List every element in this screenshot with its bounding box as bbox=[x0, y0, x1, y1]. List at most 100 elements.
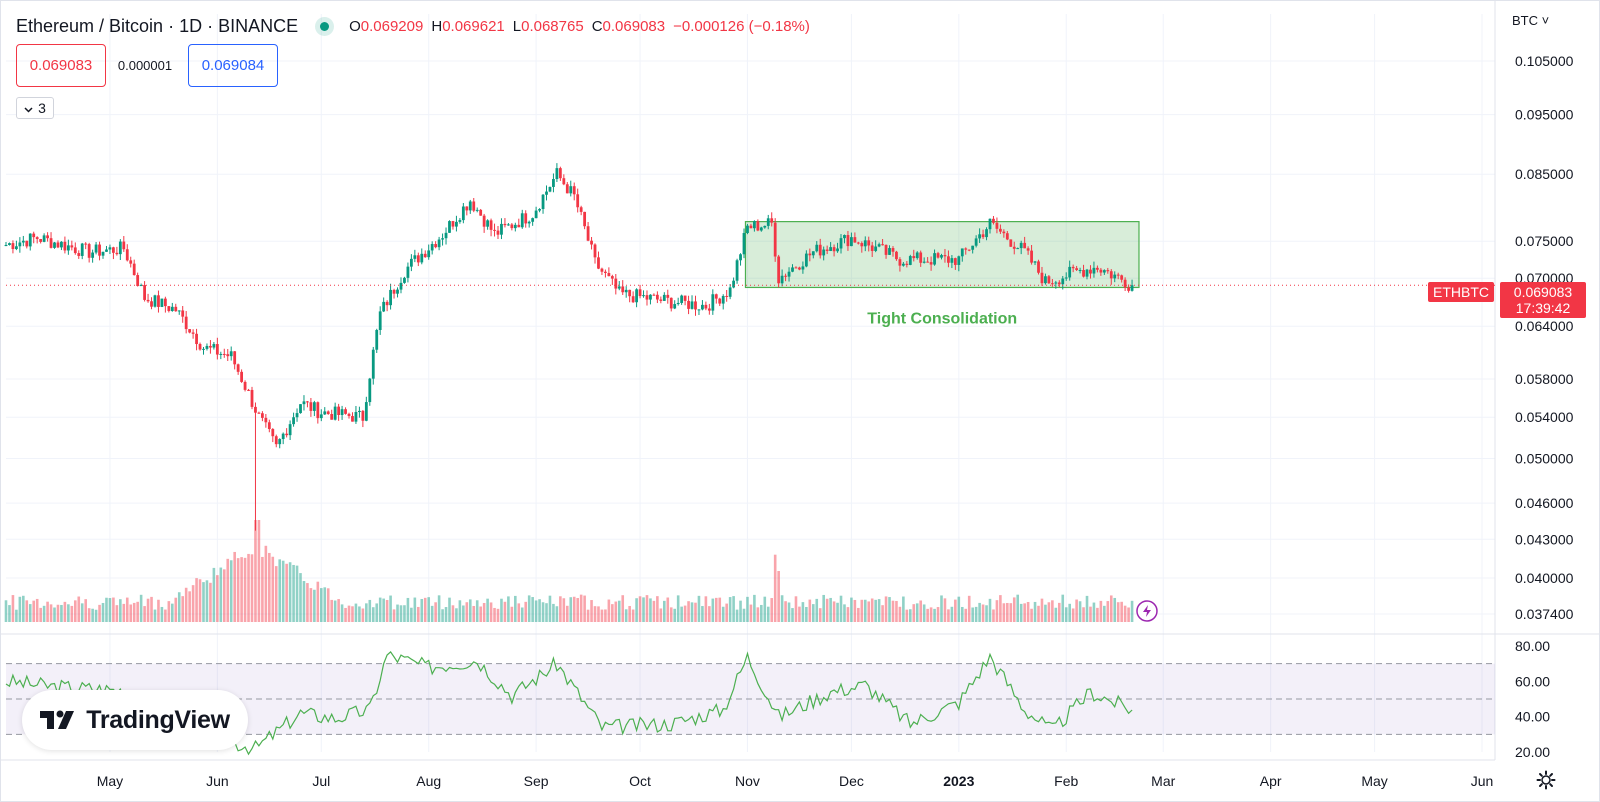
volume-bar bbox=[697, 595, 701, 622]
candle-body bbox=[628, 289, 632, 297]
time-axis-label: Oct bbox=[629, 773, 651, 789]
candle-body bbox=[1064, 277, 1068, 279]
volume-bar bbox=[832, 601, 836, 622]
volume-bar bbox=[105, 597, 108, 622]
candle-body bbox=[146, 299, 150, 302]
volume-bar bbox=[119, 599, 122, 622]
candle-body bbox=[638, 289, 642, 297]
ohlc-high: H0.069621 bbox=[431, 17, 505, 35]
volume-bar bbox=[732, 596, 735, 622]
candle-body bbox=[1116, 274, 1120, 276]
volume-bar bbox=[818, 608, 822, 622]
candle-body bbox=[1099, 269, 1103, 273]
candle-body bbox=[867, 240, 871, 246]
candle-body bbox=[195, 333, 198, 345]
volume-bar bbox=[895, 600, 898, 622]
volume-bar bbox=[198, 579, 202, 622]
candle-body bbox=[815, 244, 819, 252]
candle-body bbox=[281, 433, 285, 440]
candle-body bbox=[642, 295, 645, 297]
volume-bar bbox=[288, 562, 292, 622]
candle-body bbox=[105, 249, 108, 252]
volume-bar bbox=[164, 609, 167, 622]
volume-bar bbox=[160, 606, 164, 622]
volume-bar bbox=[1033, 601, 1037, 622]
volume-bar bbox=[649, 598, 652, 622]
candle-body bbox=[1096, 267, 1099, 270]
volume-bar bbox=[929, 607, 933, 622]
volume-bar bbox=[590, 600, 593, 622]
volume-bar bbox=[18, 596, 22, 622]
candle-body bbox=[118, 241, 122, 255]
candle-body bbox=[87, 244, 91, 258]
candle-body bbox=[1089, 269, 1092, 274]
candle-body bbox=[784, 275, 787, 277]
symbol-title[interactable]: Ethereum / Bitcoin · 1D · BINANCE bbox=[16, 15, 299, 36]
candle-body bbox=[777, 256, 781, 284]
volume-bar bbox=[843, 604, 846, 622]
chevron-down-icon: ˅ bbox=[1538, 13, 1550, 28]
volume-bar bbox=[988, 598, 992, 622]
candle-body bbox=[125, 249, 129, 261]
candle-body bbox=[461, 206, 465, 221]
candle-body bbox=[264, 417, 268, 423]
buy-button[interactable]: 0.069084 bbox=[188, 44, 278, 87]
volume-bar bbox=[746, 596, 749, 622]
candle-body bbox=[690, 301, 694, 309]
volume-bar bbox=[1047, 602, 1051, 622]
candle-body bbox=[967, 249, 971, 251]
candle-body bbox=[209, 345, 212, 348]
currency-selector[interactable]: BTC ˅ bbox=[1512, 13, 1549, 28]
price-axis-label: 0.058000 bbox=[1515, 371, 1574, 387]
volume-bar bbox=[531, 597, 534, 622]
volume-bar bbox=[8, 605, 11, 622]
candle-body bbox=[98, 244, 101, 256]
tradingview-logo-icon bbox=[40, 710, 75, 729]
volume-bar bbox=[153, 609, 157, 622]
volume-bar bbox=[80, 603, 84, 622]
volume-bar bbox=[236, 558, 240, 622]
candle-body bbox=[42, 235, 46, 242]
volume-bar bbox=[358, 606, 361, 622]
candle-body bbox=[94, 244, 98, 253]
candle-body bbox=[430, 244, 434, 251]
indicators-collapse-button[interactable]: 3 bbox=[16, 97, 54, 119]
volume-bar bbox=[274, 566, 278, 622]
volume-bar bbox=[957, 596, 961, 622]
candle-body bbox=[1016, 248, 1020, 250]
volume-bar bbox=[427, 597, 431, 622]
volume-bar bbox=[129, 604, 133, 622]
candle-body bbox=[163, 298, 167, 307]
volume-bar bbox=[285, 563, 288, 622]
time-axis-label: 2023 bbox=[943, 773, 974, 789]
symbol-price-tag: ETHBTC bbox=[1428, 282, 1494, 302]
tradingview-logo[interactable]: TradingView bbox=[22, 690, 248, 750]
candle-body bbox=[746, 225, 749, 234]
volume-bar bbox=[413, 597, 417, 622]
candle-body bbox=[354, 412, 358, 422]
candle-body bbox=[330, 413, 334, 420]
volume-bar bbox=[441, 609, 444, 622]
volume-bar bbox=[680, 606, 683, 622]
candle-body bbox=[922, 261, 926, 263]
volume-bar bbox=[850, 597, 853, 622]
volume-bar bbox=[188, 591, 191, 622]
candle-body bbox=[527, 221, 531, 224]
candle-body bbox=[482, 215, 486, 227]
candle-body bbox=[500, 223, 503, 235]
volume-bar bbox=[25, 600, 29, 622]
volume-bar bbox=[406, 597, 410, 622]
candle-body bbox=[229, 351, 233, 357]
candle-body bbox=[860, 243, 864, 247]
volume-bar bbox=[122, 603, 126, 622]
candle-body bbox=[385, 301, 389, 306]
volume-bar bbox=[319, 588, 323, 622]
candle-body bbox=[444, 232, 448, 239]
candles bbox=[4, 163, 1134, 531]
candle-body bbox=[735, 260, 739, 281]
candle-body bbox=[267, 422, 271, 430]
volume-bar bbox=[503, 601, 507, 622]
settings-gear-icon[interactable] bbox=[1536, 770, 1556, 790]
sell-button[interactable]: 0.069083 bbox=[16, 44, 106, 87]
